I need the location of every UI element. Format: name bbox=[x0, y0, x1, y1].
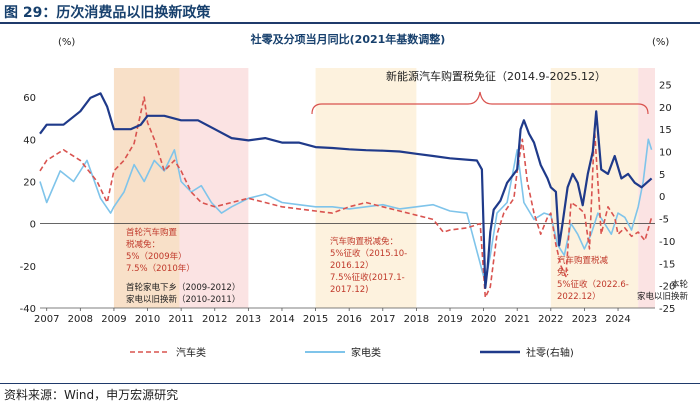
figure-title: 图 29：历次消费品以旧换新政策 bbox=[4, 5, 211, 21]
chart-title: 社零及分项当月同比(2021年基数调整) bbox=[250, 32, 446, 46]
left-tick-label: 20 bbox=[23, 177, 36, 188]
x-tick-label: 2023 bbox=[572, 314, 597, 325]
x-tick-label: 2009 bbox=[101, 314, 126, 325]
annotation-first-auto-tax-line: 5%（2009年） bbox=[126, 251, 187, 262]
right-tick-label: 20 bbox=[659, 103, 672, 114]
shaded-region-3 bbox=[315, 68, 417, 308]
x-tick-label: 2012 bbox=[202, 314, 227, 325]
annotation-auto-tax-2015-line: 2016.12） bbox=[330, 260, 374, 271]
left-tick-label: -40 bbox=[20, 304, 36, 315]
shaded-regions bbox=[113, 68, 655, 308]
right-tick-label: 15 bbox=[659, 125, 672, 136]
annotation-auto-tax-2015-line: 7.5%征收(2017.1- bbox=[330, 272, 405, 283]
x-tick-label: 2008 bbox=[68, 314, 93, 325]
series-line-retail-sales bbox=[39, 92, 653, 289]
x-tick-label: 2007 bbox=[34, 314, 59, 325]
legend-label-retail-sales: 社零(右轴) bbox=[526, 346, 574, 359]
x-tick-label: 2011 bbox=[168, 314, 193, 325]
policy-chart: 社零及分项当月同比(2021年基数调整) (%) (%) 新能源汽车购置税免征（… bbox=[20, 32, 689, 359]
right-unit: (%) bbox=[652, 37, 669, 48]
x-tick-label: 2024 bbox=[605, 314, 630, 325]
right-tick-label: -5 bbox=[659, 215, 669, 226]
x-tick-label: 2014 bbox=[269, 314, 294, 325]
x-tick-label: 2019 bbox=[437, 314, 462, 325]
annotation-appliance-program-line: 家电以旧换新（2010-2011） bbox=[126, 294, 240, 305]
right-tick-label: 5 bbox=[659, 170, 665, 181]
right-tick-label: -10 bbox=[659, 237, 675, 248]
annotation-auto-tax-2022-line: 2022.12） bbox=[557, 291, 601, 302]
x-tick-label: 2013 bbox=[236, 314, 261, 325]
right-tick-label: -25 bbox=[659, 304, 675, 315]
right-tick-label: 10 bbox=[659, 148, 672, 159]
x-tick-label: 2021 bbox=[504, 314, 529, 325]
left-tick-label: 60 bbox=[23, 93, 36, 104]
right-tick-label: -15 bbox=[659, 259, 675, 270]
legend-label-appliance: 家电类 bbox=[351, 346, 381, 359]
annotation-auto-tax-2015-line: 2017.12) bbox=[330, 285, 368, 295]
legend-label-auto: 汽车类 bbox=[176, 346, 206, 359]
source-note: 资料来源：Wind，申万宏源研究 bbox=[4, 388, 179, 402]
shaded-region-4 bbox=[550, 68, 639, 308]
x-tick-label: 2017 bbox=[370, 314, 395, 325]
series-lines bbox=[39, 92, 653, 299]
annotation-auto-tax-2022-line: 5%征收（2022.6- bbox=[557, 279, 629, 290]
annotation-appliance-program-line: 首轮家电下乡（2009-2012） bbox=[126, 282, 240, 293]
annotation-auto-tax-2022-line: 免： bbox=[557, 267, 574, 278]
brace-annotation: 新能源汽车购置税免征（2014.9-2025.12） bbox=[311, 69, 649, 115]
bottom-rule bbox=[0, 383, 700, 384]
x-tick-label: 2015 bbox=[303, 314, 328, 325]
shaded-region-5 bbox=[638, 68, 655, 308]
annotation-current-tradein-line: 家电以旧换新 bbox=[637, 291, 689, 302]
right-tick-label: 25 bbox=[659, 80, 672, 91]
figure-header: 图 29：历次消费品以旧换新政策 bbox=[0, 0, 700, 22]
series-line-auto bbox=[39, 96, 653, 299]
annotation-current-tradein-line: 本轮 bbox=[671, 279, 689, 290]
annotation-first-auto-tax-line: 首轮汽车购置 bbox=[126, 227, 178, 238]
left-tick-label: 0 bbox=[30, 220, 36, 231]
x-tick-label: 2020 bbox=[471, 314, 496, 325]
x-tick-label: 2016 bbox=[336, 314, 361, 325]
x-tick-label: 2022 bbox=[538, 314, 563, 325]
series-line-appliance bbox=[39, 138, 653, 284]
left-tick-label: 40 bbox=[23, 135, 36, 146]
axes: 6040200-20-402520151050-5-10-15-20-25200… bbox=[20, 80, 676, 325]
annotation-auto-tax-2015-line: 5%征收（2015.10- bbox=[330, 248, 407, 259]
shaded-region-2 bbox=[179, 68, 249, 308]
brace-label: 新能源汽车购置税免征（2014.9-2025.12） bbox=[386, 69, 606, 83]
right-tick-label: 0 bbox=[659, 192, 665, 203]
annotation-auto-tax-2015-line: 汽车购置税减免： bbox=[330, 236, 398, 247]
annotation-first-auto-tax-line: 7.5%（2010年） bbox=[126, 263, 195, 274]
brace-path bbox=[311, 91, 649, 115]
left-unit: (%) bbox=[58, 37, 75, 48]
legend: 汽车类 家电类 社零(右轴) bbox=[130, 346, 574, 359]
annotation-auto-tax-2022-line: 汽车购置税减 bbox=[557, 255, 609, 266]
left-tick-label: -20 bbox=[20, 262, 36, 273]
right-tick-label: -20 bbox=[659, 282, 675, 293]
x-tick-label: 2010 bbox=[135, 314, 160, 325]
x-tick-label: 2018 bbox=[404, 314, 429, 325]
title-rule bbox=[0, 22, 700, 24]
annotation-first-auto-tax-line: 税减免： bbox=[126, 239, 160, 250]
